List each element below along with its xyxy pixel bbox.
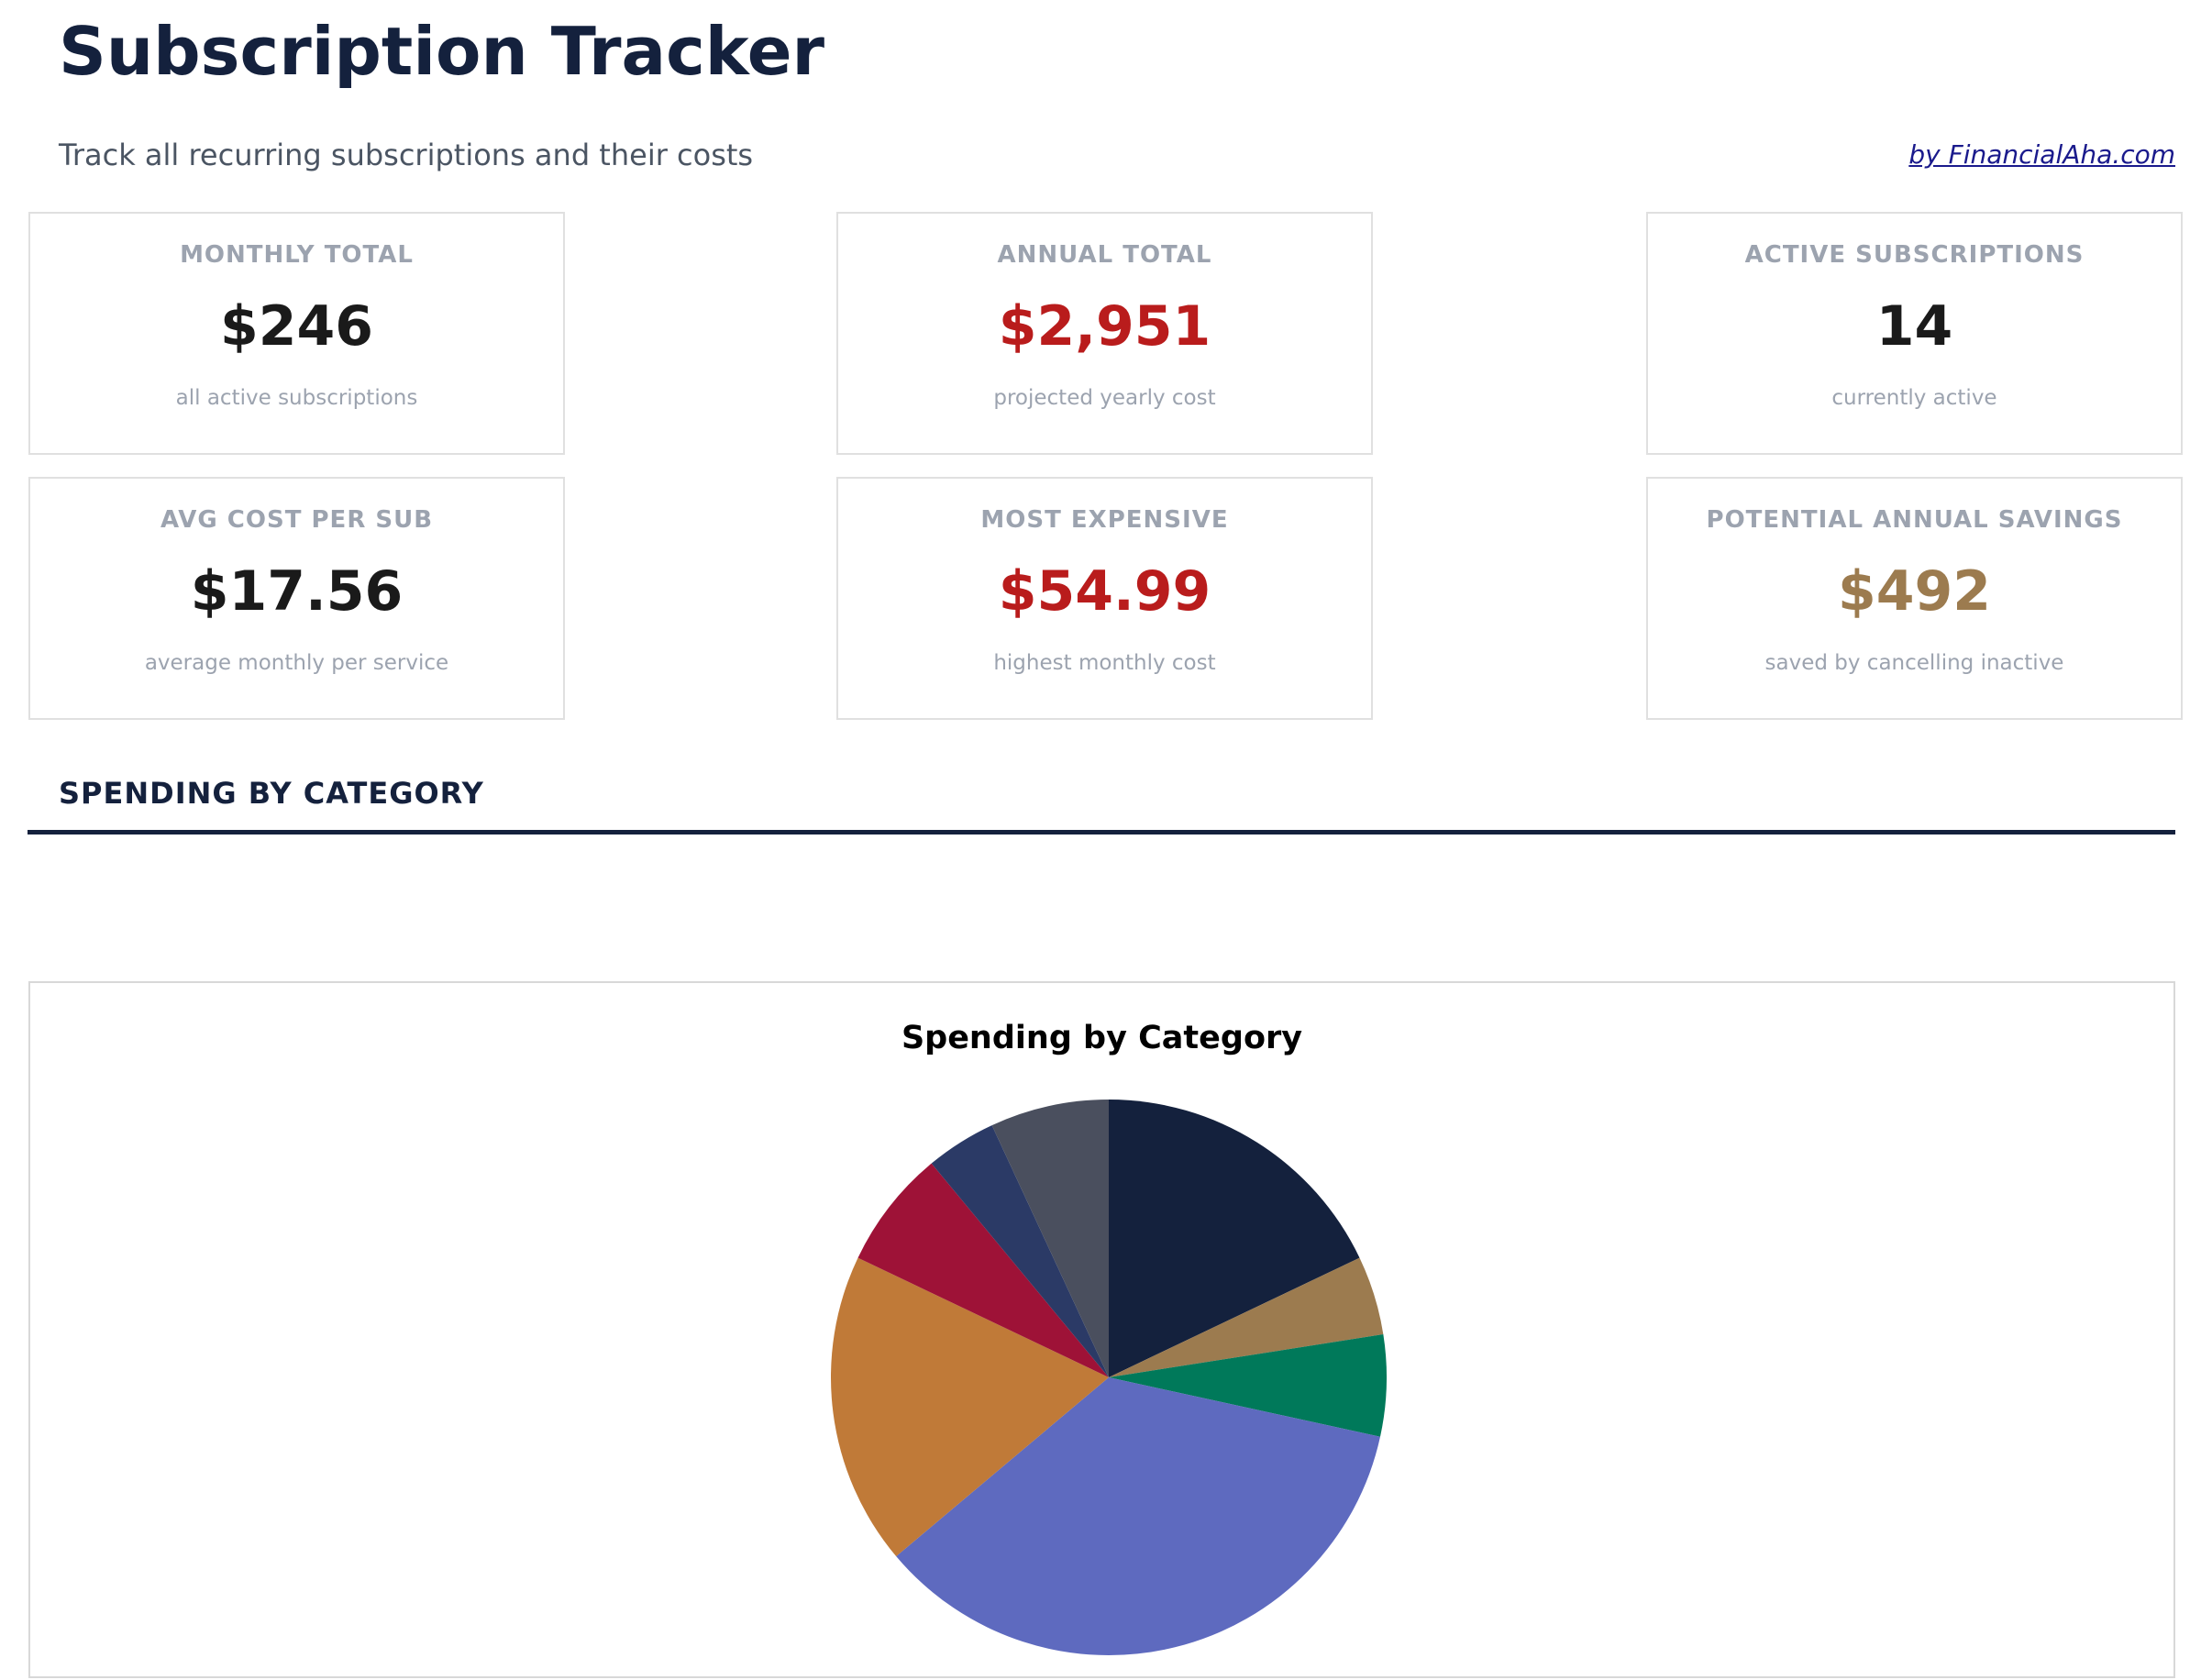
pie-slice-3 xyxy=(896,1377,1380,1655)
pie-slice-6 xyxy=(931,1125,1109,1377)
stat-caption: projected yearly cost xyxy=(993,386,1216,410)
stat-card-potential-annual-savings: POTENTIAL ANNUAL SAVINGS $492 saved by c… xyxy=(1646,477,2183,720)
stat-label: MOST EXPENSIVE xyxy=(980,506,1229,534)
stat-card-active-subscriptions: ACTIVE SUBSCRIPTIONS 14 currently active xyxy=(1646,212,2183,455)
section-title: SPENDING BY CATEGORY xyxy=(59,776,484,811)
stat-label: ANNUAL TOTAL xyxy=(997,241,1212,269)
stat-value: $492 xyxy=(1838,559,1991,624)
page-subtitle: Track all recurring subscriptions and th… xyxy=(59,138,754,172)
page-title: Subscription Tracker xyxy=(59,13,825,90)
pie-slice-0 xyxy=(1109,1100,1360,1377)
stat-card-monthly-total: MONTHLY TOTAL $246 all active subscripti… xyxy=(28,212,565,455)
stat-label: POTENTIAL ANNUAL SAVINGS xyxy=(1706,506,2123,534)
stat-value: $246 xyxy=(220,294,373,359)
stat-caption: average monthly per service xyxy=(144,651,449,675)
pie-chart xyxy=(831,1100,1387,1655)
stat-value: $54.99 xyxy=(998,559,1211,624)
credit-link[interactable]: by FinancialAha.com xyxy=(1908,139,2175,170)
stat-value: 14 xyxy=(1875,294,1953,359)
section-divider xyxy=(28,830,2175,834)
pie-slice-1 xyxy=(1109,1257,1384,1377)
stat-caption: all active subscriptions xyxy=(175,386,418,410)
stat-label: AVG COST PER SUB xyxy=(160,506,434,534)
stat-label: ACTIVE SUBSCRIPTIONS xyxy=(1744,241,2085,269)
stat-card-annual-total: ANNUAL TOTAL $2,951 projected yearly cos… xyxy=(836,212,1373,455)
stat-caption: saved by cancelling inactive xyxy=(1764,651,2064,675)
chart-card: Spending by Category xyxy=(28,981,2175,1678)
pie-slice-7 xyxy=(991,1100,1109,1377)
stat-caption: highest monthly cost xyxy=(993,651,1216,675)
pie-slice-2 xyxy=(1109,1334,1387,1437)
stat-value: $17.56 xyxy=(190,559,404,624)
stat-value: $2,951 xyxy=(998,294,1211,359)
stat-card-most-expensive: MOST EXPENSIVE $54.99 highest monthly co… xyxy=(836,477,1373,720)
pie-slice-5 xyxy=(857,1163,1109,1377)
stat-card-avg-cost-per-sub: AVG COST PER SUB $17.56 average monthly … xyxy=(28,477,565,720)
stat-label: MONTHLY TOTAL xyxy=(180,241,414,269)
chart-title: Spending by Category xyxy=(901,1020,1303,1056)
stat-caption: currently active xyxy=(1831,386,1997,410)
pie-slice-4 xyxy=(831,1257,1109,1557)
